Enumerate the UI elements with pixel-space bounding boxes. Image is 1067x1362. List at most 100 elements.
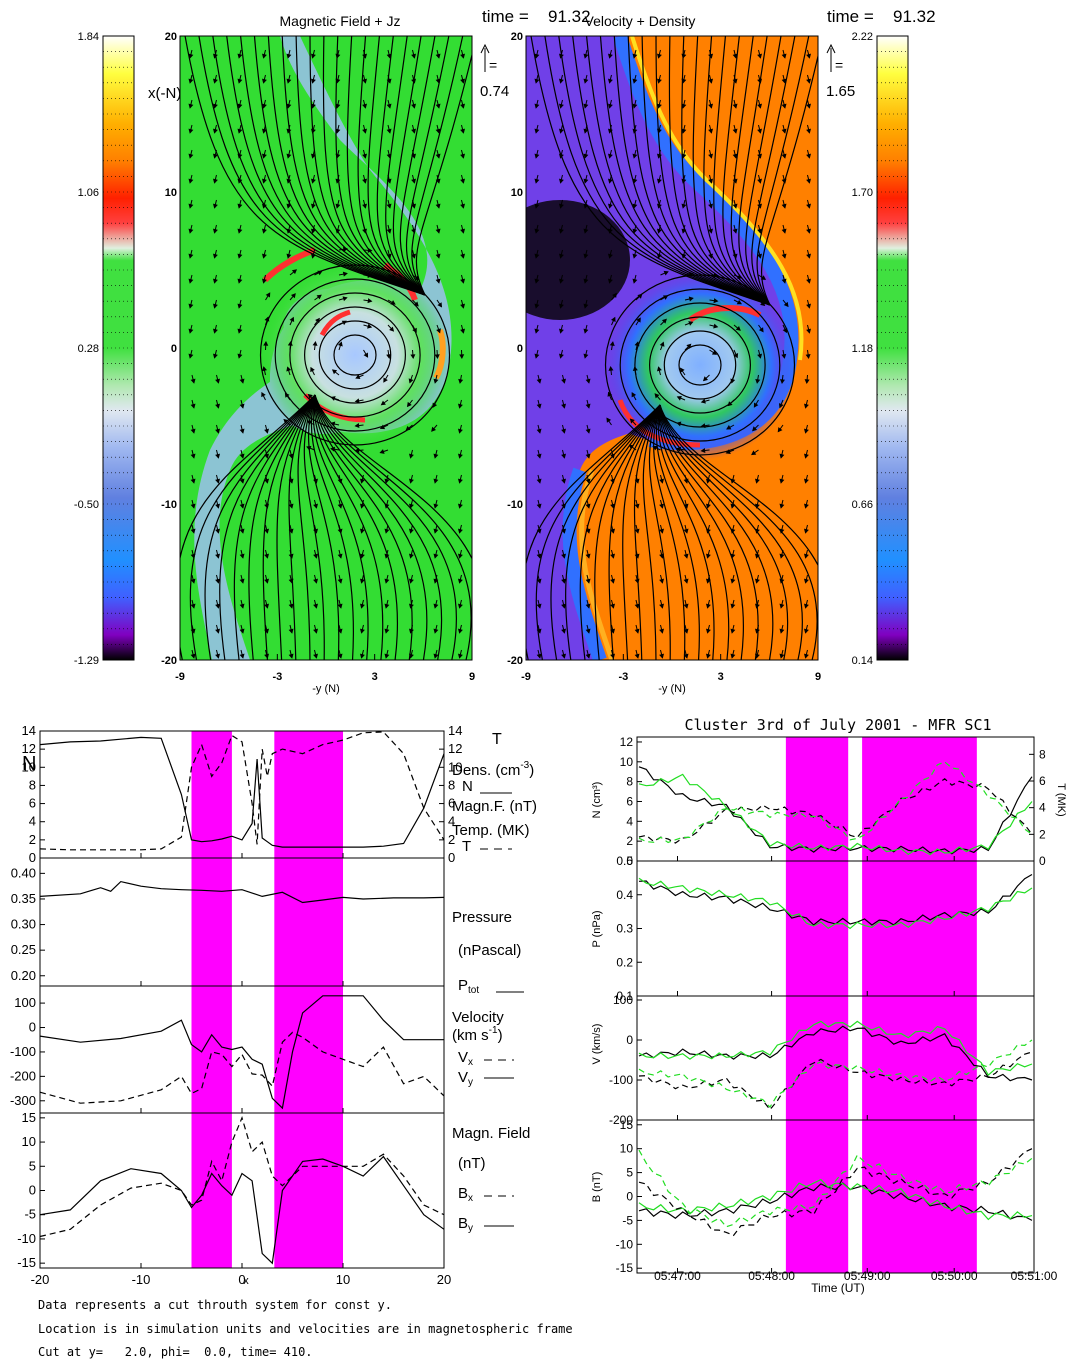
left-map-xtick: -9 (175, 671, 185, 683)
velocity-arrow-head (757, 353, 763, 359)
velocity-arrow-head (632, 178, 638, 184)
streamline (276, 394, 316, 660)
footnote-line-1: Data represents a cut throuth system for… (38, 1298, 393, 1312)
streamline (253, 36, 426, 296)
velocity-arrow-head (585, 478, 591, 484)
velocity-arrow-head (583, 253, 589, 259)
velocity-arrow-head (315, 317, 320, 323)
velocity-arrow-head (629, 418, 635, 424)
streamline (303, 394, 325, 660)
velocity-arrow-head (534, 328, 540, 334)
velocity-arrow-head (536, 428, 542, 434)
right-map-xtick: -3 (618, 671, 628, 683)
vortex-streamline (619, 288, 781, 442)
sim-ytick: -300 (10, 1093, 36, 1108)
velocity-arrow-head (237, 78, 243, 84)
velocity-arrow-head (534, 53, 540, 59)
velocity-arrow-head (561, 503, 567, 509)
velocity-arrow-head (757, 228, 763, 234)
sim-ytick: 0.20 (11, 968, 36, 983)
velocity-arrow-head (730, 628, 736, 634)
velocity-arrow-head (760, 301, 766, 307)
velocity-arrow-head (310, 78, 316, 84)
velocity-arrow-head (435, 78, 441, 84)
velocity-arrow-head (215, 628, 221, 634)
velocity-arrow-head (656, 78, 662, 84)
right-map-ytick: -20 (507, 655, 523, 667)
velocity-arrow-head (676, 446, 682, 452)
velocity-arrow-head (460, 328, 466, 334)
velocity-arrow-head (656, 178, 662, 184)
velocity-arrow-head (659, 553, 665, 559)
velocity-arrow-head (286, 78, 292, 84)
velocity-arrow-head (708, 228, 714, 234)
cluster-panels: 05:47:00 05:48:00 05:49:00 05:50:00 05:51:00… (609, 735, 1058, 1283)
velocity-arrow-head (656, 228, 662, 234)
streamline (659, 404, 803, 660)
velocity-arrow-head (457, 428, 463, 434)
velocity-arrow-head (681, 103, 687, 109)
right-map (525, 35, 819, 661)
cluster-ytick: 0 (626, 1190, 633, 1204)
streamline (722, 36, 771, 306)
velocity-arrow-head (457, 628, 463, 634)
velocity-arrow-head (534, 128, 540, 134)
velocity-arrow-head (384, 553, 390, 559)
velocity-arrow-head (610, 603, 616, 609)
streamline (198, 36, 426, 296)
streamline (267, 36, 426, 296)
velocity-arrow-head (781, 153, 787, 159)
sim-legend-velocity: Velocity (452, 1009, 504, 1026)
velocity-arrow-head (190, 528, 196, 534)
velocity-arrow-head (264, 503, 270, 509)
sim-panel-frame (39, 857, 445, 987)
velocity-arrow-head (460, 153, 466, 159)
cluster-ytick: 10 (620, 1142, 634, 1156)
velocity-arrow-head (783, 301, 789, 308)
cluster-panel2-ylabel: P (nPa) (591, 910, 603, 947)
velocity-arrow-head (561, 453, 567, 459)
velocity-arrow-head (632, 278, 638, 284)
velocity-arrow-head (753, 402, 759, 408)
right-map-xlabel: -y (N) (658, 683, 686, 695)
velocity-arrow-head (264, 578, 270, 584)
velocity-arrow-head (688, 271, 694, 277)
right-map-xtick: 3 (718, 671, 724, 683)
velocity-arrow-head (652, 420, 659, 425)
velocity-arrow-head (408, 453, 414, 459)
cluster-panel4-ylabel: B (nT) (591, 1172, 603, 1203)
vortex-streamline (259, 264, 451, 446)
velocity-arrow-head (781, 228, 787, 234)
velocity-arrow-head (379, 424, 386, 430)
velocity-arrow-head (215, 378, 221, 384)
velocity-arrow-head (700, 398, 706, 404)
velocity-arrow-head (634, 341, 640, 347)
velocity-arrow-head (803, 578, 809, 584)
velocity-arrow-head (585, 578, 591, 584)
right-map-boundary-blue-lower (562, 467, 607, 660)
velocity-arrow-head (558, 128, 564, 134)
footnote-line-2: Location is in simulation units and velo… (38, 1322, 573, 1336)
left-map-ytick: -10 (161, 499, 177, 511)
velocity-arrow-head (411, 53, 417, 59)
velocity-arrow-head (459, 354, 465, 360)
velocity-arrow-head (730, 603, 736, 609)
velocity-arrow-head (631, 392, 637, 398)
sim-xtick: 10 (336, 1272, 350, 1287)
velocity-arrow-head (237, 228, 243, 234)
velocity-arrow-head (264, 453, 270, 459)
sim-ytick: 0 (29, 850, 36, 865)
velocity-arrow-head (754, 603, 760, 609)
velocity-arrow-head (435, 228, 441, 234)
velocity-arrow-head (239, 528, 245, 534)
left-map (179, 35, 473, 661)
velocity-arrow-head (779, 528, 785, 534)
velocity-arrow-head (313, 603, 319, 609)
sim-shaded-interval (274, 731, 343, 1268)
sim-xtick: 0 (238, 1272, 245, 1287)
sim-legend-npascal: (nPascal) (458, 942, 521, 959)
sim-ytick-right: 6 (448, 796, 455, 811)
velocity-arrow-head (237, 128, 243, 134)
sim-ytick-right: 0 (448, 850, 455, 865)
velocity-arrow-head (288, 653, 294, 659)
